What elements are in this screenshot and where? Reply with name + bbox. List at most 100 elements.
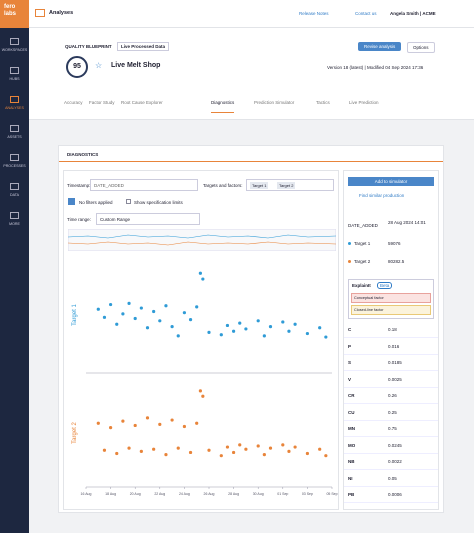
- revise-button[interactable]: Revise analysis: [358, 42, 402, 51]
- score: 95: [66, 56, 88, 78]
- app-icon: [35, 9, 45, 17]
- tab[interactable]: Live Prediction: [349, 100, 379, 105]
- similar-link[interactable]: Find similar production: [359, 193, 405, 198]
- point: [176, 446, 180, 450]
- add-button[interactable]: Add to simulator: [348, 177, 434, 186]
- row-line: [344, 353, 438, 355]
- contact[interactable]: Contact us: [355, 11, 377, 16]
- point: [115, 451, 119, 456]
- y-axis-label: Target 2: [72, 422, 78, 444]
- range-label: Time range:: [67, 217, 91, 222]
- tab[interactable]: Tactics: [316, 100, 330, 105]
- nav-label[interactable]: PROCESSES: [3, 164, 26, 168]
- version: Version 18 (latest) | Modified 04 Sep 20…: [327, 65, 424, 70]
- x-tick-label: 28 Aug: [228, 492, 239, 496]
- card: DIAGNOSTICS Timestamp: DATE_ADDED Target…: [58, 145, 444, 513]
- card-title: DIAGNOSTICS: [67, 152, 99, 157]
- nav-icon[interactable]: [10, 154, 19, 161]
- row-line: [344, 370, 438, 371]
- nav-label[interactable]: HUBS: [9, 77, 20, 81]
- nav-label[interactable]: DATA: [9, 193, 20, 197]
- point: [158, 422, 162, 426]
- nav-icon[interactable]: [10, 96, 19, 103]
- point: [121, 419, 125, 423]
- sidebar: fero labs WORKSPACES HUBS ANALYSES ASSETS PR…: [0, 0, 29, 533]
- row-key: C: [348, 327, 352, 332]
- point: [195, 421, 199, 425]
- point: [244, 327, 248, 331]
- nav-icon[interactable]: [10, 212, 19, 219]
- nav-icon[interactable]: [10, 183, 19, 190]
- x-tick-label: 03 Sep: [302, 492, 313, 496]
- x-tick-label: 30 Aug: [253, 492, 264, 496]
- row-key: CR: [348, 393, 355, 398]
- nav-label[interactable]: ASSETS: [7, 135, 22, 139]
- factor[interactable]: Conceptual factor: [351, 293, 431, 303]
- point: [293, 322, 297, 326]
- tab[interactable]: Factor Study: [89, 100, 115, 105]
- point: [152, 447, 156, 451]
- overview-strip: [68, 229, 336, 251]
- point: [170, 418, 174, 422]
- nav-label[interactable]: MORE: [9, 222, 20, 226]
- target-dot: [348, 242, 351, 245]
- point: [109, 302, 113, 307]
- point: [293, 445, 297, 449]
- explain-box: ExplainIt Beta Conceptual factor Closed-l…: [348, 279, 434, 319]
- tab[interactable]: Diagnostics: [211, 100, 235, 113]
- chip[interactable]: Target 2: [277, 182, 296, 189]
- nav-icon[interactable]: [10, 38, 19, 45]
- right-panel: Add to simulator Find similar production…: [343, 170, 439, 510]
- point: [305, 331, 309, 336]
- y-axis-label: Target 1: [72, 304, 78, 326]
- release-notes[interactable]: Release Notes: [299, 11, 329, 16]
- point: [268, 446, 273, 450]
- chip[interactable]: Target 1: [250, 182, 269, 189]
- nav-label[interactable]: WORKSPACES: [1, 48, 28, 52]
- row-value: 0.0022: [388, 459, 402, 464]
- timestamp-select[interactable]: DATE_ADDED: [90, 179, 198, 191]
- logo[interactable]: fero labs: [0, 0, 29, 28]
- point: [102, 315, 107, 319]
- targets-select[interactable]: Target 1 Target 2: [246, 179, 334, 191]
- row-value: 0.016: [388, 343, 400, 349]
- range-select[interactable]: Custom Range: [96, 213, 200, 225]
- point: [188, 318, 193, 322]
- factor[interactable]: Closed-line factor: [351, 305, 431, 315]
- row-line: [344, 386, 438, 388]
- user[interactable]: Angela Smith | ACME: [390, 11, 436, 16]
- target-value: 80282.5: [388, 259, 405, 264]
- row-value: 0.0006: [388, 492, 402, 497]
- row-key: NI: [348, 475, 353, 481]
- row-value: 0.18: [388, 327, 397, 332]
- point: [281, 443, 285, 447]
- tab[interactable]: Prediction Simulator: [254, 100, 295, 105]
- badge[interactable]: Live Processed Data: [117, 42, 170, 51]
- strip-line: [68, 241, 336, 246]
- point: [244, 447, 248, 451]
- point: [225, 323, 230, 328]
- options-button[interactable]: Options: [407, 42, 435, 53]
- point: [318, 326, 322, 330]
- row-line: [344, 485, 438, 487]
- tab[interactable]: Accuracy: [64, 100, 83, 105]
- point: [225, 445, 230, 449]
- x-tick-label: 05 Sep: [326, 492, 337, 496]
- nav-icon[interactable]: [10, 125, 19, 132]
- title: Live Melt Shop: [111, 62, 161, 69]
- app-name[interactable]: Analyses: [49, 10, 74, 16]
- tab[interactable]: Root Cause Explorer: [121, 100, 163, 105]
- row-line: [344, 403, 438, 404]
- point: [139, 449, 143, 453]
- spec-checkbox[interactable]: [126, 199, 131, 204]
- nav-icon[interactable]: [10, 67, 19, 74]
- filter-icon[interactable]: [68, 198, 75, 205]
- plot: Target 1 Target 2 16 Aug 18 Aug 20 Aug 22 Aug…: [72, 271, 338, 496]
- nav-label[interactable]: ANALYSES: [5, 106, 24, 110]
- star[interactable]: ☆: [95, 61, 103, 70]
- point: [238, 443, 242, 447]
- point: [201, 394, 205, 398]
- point: [127, 446, 131, 450]
- filters: No filters applied: [79, 200, 113, 205]
- row-key: MN: [348, 426, 355, 431]
